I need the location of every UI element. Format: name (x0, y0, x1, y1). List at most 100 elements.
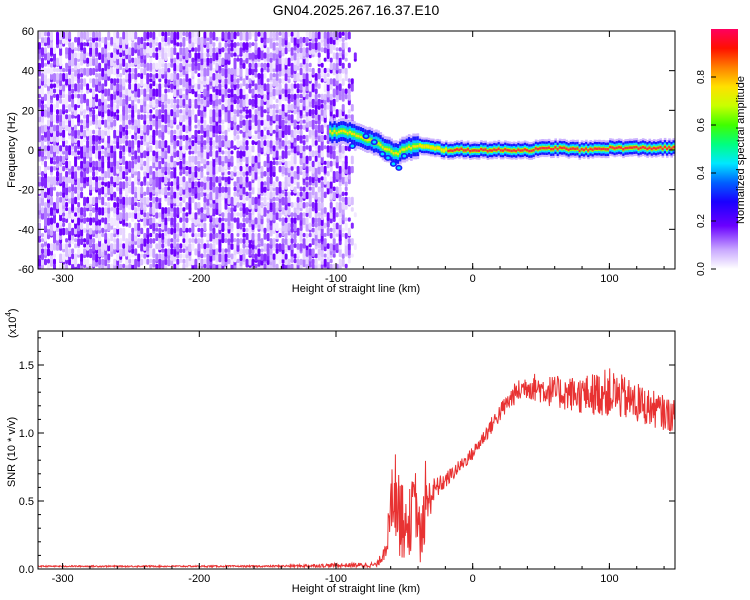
spectrogram-cell (263, 171, 267, 177)
spectrogram-cell (158, 227, 162, 234)
spectrogram-cell (329, 165, 333, 173)
spectrogram-cell (44, 202, 47, 208)
spectrogram-cell (125, 171, 129, 176)
spectrogram-cell (38, 52, 41, 60)
spectrogram-cell (251, 114, 255, 123)
spectrogram-cell (92, 258, 96, 268)
spectrogram-cell (254, 42, 258, 51)
spectrogram-cell (293, 232, 297, 239)
spectrogram-cell (170, 202, 174, 209)
spectrogram-cell (155, 243, 159, 250)
spectrogram-cell (62, 248, 66, 253)
x-tick-label: -200 (188, 273, 210, 285)
spectrogram-cell (314, 253, 318, 259)
spectrogram-cell (158, 119, 162, 128)
spectrogram-cell (140, 124, 144, 130)
spectrogram-cell (272, 253, 276, 260)
spectrogram-cell (209, 191, 213, 201)
spectrogram-cell (59, 155, 63, 162)
spectrogram-cell (191, 155, 195, 163)
spectrogram-cell (179, 62, 183, 71)
spectrogram-cell (107, 88, 111, 96)
spectrogram-cell (266, 191, 270, 201)
spectrogram-cell (59, 202, 63, 209)
spectrogram-cell (308, 155, 312, 161)
spectrogram-cell (299, 67, 303, 76)
spectrogram-cell (89, 119, 93, 126)
spectrogram-cell (347, 217, 351, 222)
spectrogram-cell (233, 93, 237, 100)
spectrogram-cell (245, 140, 249, 146)
spectrogram-cell (269, 104, 273, 109)
spectrogram-cell (155, 88, 159, 97)
spectrogram-cell (173, 165, 177, 173)
spectrogram-cell (224, 98, 228, 107)
spectrogram-cell (272, 191, 276, 197)
spectrogram-cell (158, 150, 162, 156)
spectrogram-cell (65, 238, 69, 243)
spectrogram-cell (86, 165, 90, 174)
spectrogram-cell (233, 42, 237, 48)
spectrogram-cell (245, 31, 249, 40)
spectrogram-cell (92, 243, 96, 252)
spectrogram-cell (194, 258, 198, 265)
spectrogram-cell (38, 78, 41, 87)
spectrogram-cell (167, 104, 171, 113)
spectrogram-cell (104, 171, 108, 179)
spectrogram-cell (125, 47, 129, 55)
spectrogram-cell (92, 67, 96, 76)
spectrogram-cell (329, 176, 333, 182)
spectrogram-cell (68, 78, 72, 85)
spectrogram-cell (317, 57, 321, 65)
spectrogram-cell (113, 47, 117, 53)
spectrogram-cell (257, 98, 261, 107)
spectrogram-cell (53, 258, 56, 265)
spectrogram-cell (170, 160, 174, 168)
spectrogram-cell (248, 248, 252, 257)
spectrogram-cell (53, 150, 56, 158)
spectrogram-cell (203, 253, 207, 258)
spectrogram-cell (71, 145, 75, 150)
spectrogram-cell (152, 62, 156, 70)
spectrogram-cell (245, 232, 249, 240)
spectrogram-cell (116, 83, 120, 92)
spectrogram-cell (44, 269, 47, 274)
spectrogram-cell (56, 57, 59, 66)
spectrogram-cell (350, 238, 354, 246)
spectrogram-cell (140, 202, 144, 211)
spectrogram-cell (80, 171, 84, 178)
spectrogram-cell (212, 52, 216, 62)
spectrogram-cell (257, 93, 261, 99)
spectrogram-cell (113, 140, 117, 145)
spectrogram-cell (173, 263, 177, 269)
spectrogram-cell (59, 88, 63, 96)
spectrogram-cell (275, 145, 279, 151)
spectrogram-cell (98, 263, 102, 269)
spectrogram-cell (128, 263, 132, 269)
spectrogram-cell (92, 134, 96, 142)
spectrogram-cell (287, 114, 291, 121)
spectrogram-cell (59, 243, 63, 251)
spectrogram-cell (131, 124, 135, 130)
spectrogram-cell (155, 73, 159, 79)
spectrogram-cell (215, 217, 219, 225)
spectrogram-cell (65, 263, 69, 269)
spectrogram-cell (158, 269, 161, 277)
signal-blob-core (380, 152, 385, 156)
spectrogram-cell (242, 93, 246, 100)
spectrogram-cell (164, 42, 168, 47)
spectrogram-cell (242, 88, 246, 95)
spectrogram-cell (50, 31, 53, 41)
spectrogram-cell (230, 232, 234, 242)
spectrogram-cell (119, 73, 123, 78)
spectrogram-cell (104, 73, 108, 81)
spectrogram-cell (197, 62, 201, 71)
spectrogram-cell (116, 269, 119, 276)
spectrogram-cell (302, 140, 306, 146)
spectrogram-cell (348, 269, 351, 273)
spectrogram-cell (107, 253, 111, 261)
spectrogram-cell (329, 263, 333, 269)
spectrogram-cell (47, 150, 50, 159)
spectrogram-cell (326, 227, 330, 237)
spectrogram-cell (290, 62, 294, 70)
